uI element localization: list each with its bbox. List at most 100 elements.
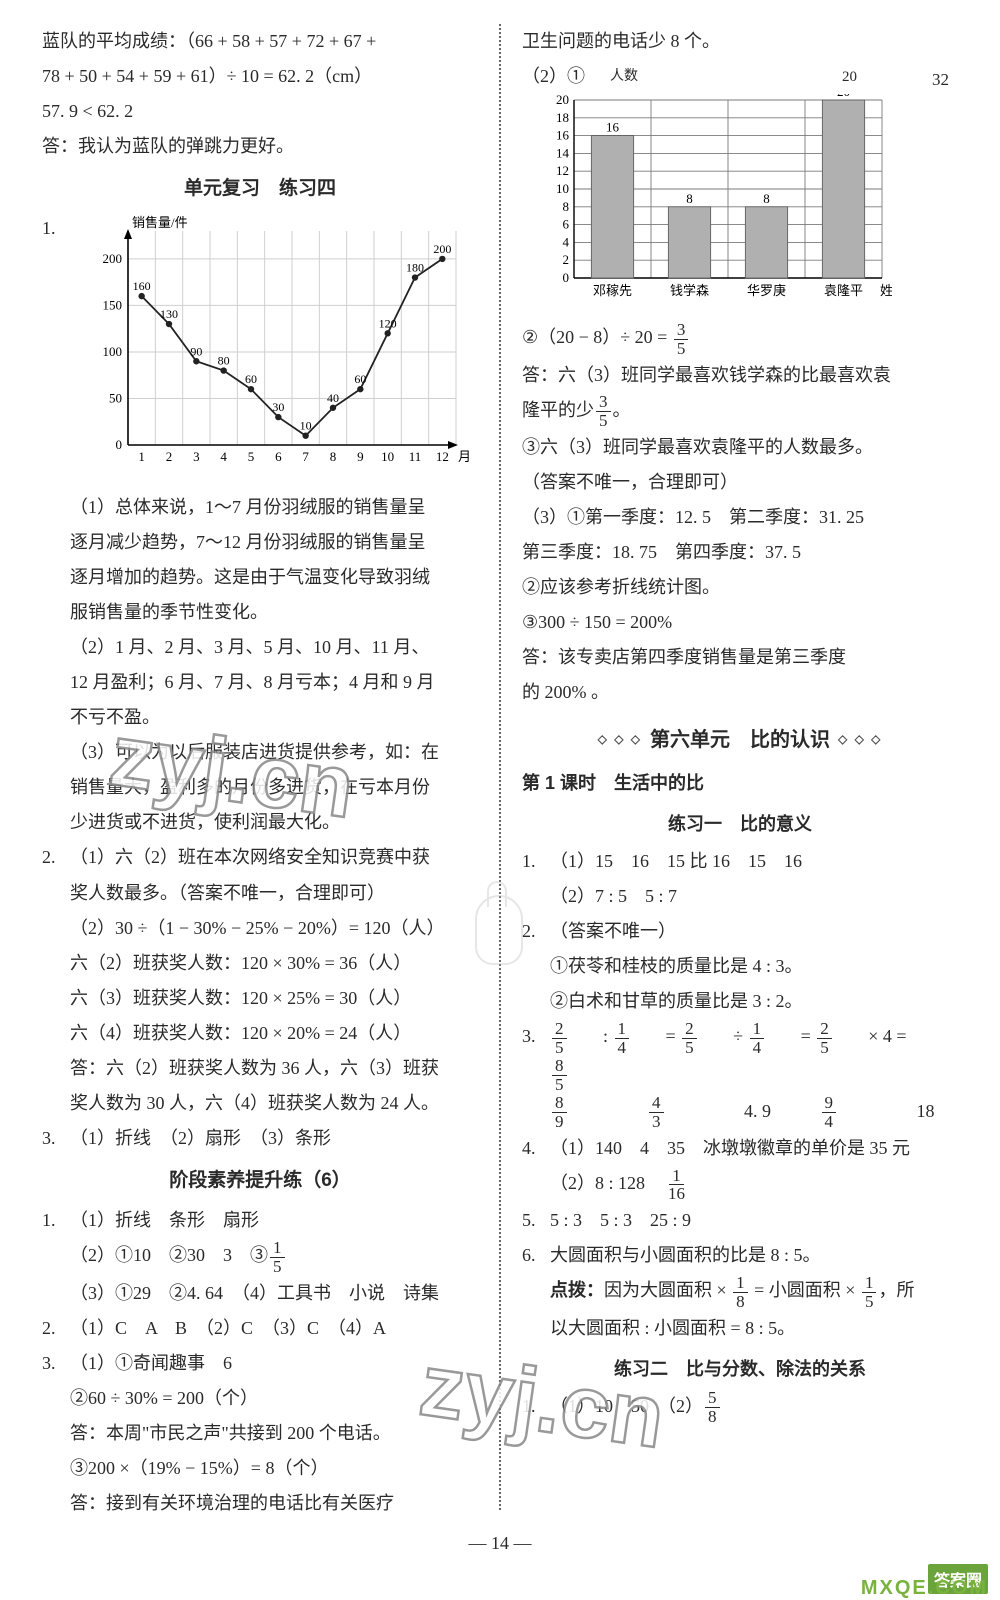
column-divider [499,24,501,1510]
svg-text:1: 1 [138,449,145,464]
text: 少进货或不进货，使利润最大化。 [70,805,478,840]
list-number: 3. [522,1019,550,1131]
text: 点拨：因为大圆面积 × 18 = 小圆面积 × 15，所 [550,1273,958,1310]
svg-text:200: 200 [433,242,451,256]
text: 卫生问题的电话少 8 个。 [522,24,958,59]
svg-text:3: 3 [193,449,200,464]
text: ②60 ÷ 30% = 200（个） [70,1381,478,1416]
text: 答：该专卖店第四季度销售量是第三季度 [522,640,958,675]
list-number: 6. [522,1238,550,1345]
svg-text:0: 0 [116,437,123,452]
svg-text:6: 6 [275,449,282,464]
text: （3）可以为以后服装店进货提供参考，如：在 [70,735,478,770]
text: （答案不唯一，合理即可） [522,465,958,500]
list-number: 4. [522,1131,550,1203]
svg-text:8: 8 [563,199,570,214]
list-number: 1. [42,211,70,840]
text: 奖人数为 30 人，六（4）班获奖人数为 24 人。 [70,1086,478,1121]
svg-text:30: 30 [272,401,284,415]
svg-text:8: 8 [686,191,693,206]
svg-text:120: 120 [379,317,397,331]
svg-text:7: 7 [302,449,309,464]
lesson-title: 第 1 课时 生活中的比 [522,766,958,801]
unit-title: ◇ ◇ ◇ 第六单元 比的认识 ◇ ◇ ◇ [522,721,958,760]
svg-text:8: 8 [763,191,770,206]
svg-text:钱学森: 钱学森 [670,283,709,298]
list-number: 1. [522,1389,550,1426]
svg-text:180: 180 [406,261,424,275]
svg-text:18: 18 [556,110,569,125]
svg-text:10: 10 [556,181,569,196]
svg-text:12: 12 [436,449,449,464]
page-number: — 14 — [0,1533,1000,1554]
text: 销售量大，盈利多的月份多进货，在亏本月份 [70,770,478,805]
text: 以大圆面积 : 小圆面积 = 8 : 5。 [550,1311,958,1346]
svg-text:40: 40 [327,391,339,405]
text: 答：我认为蓝队的弹跳力更好。 [42,129,478,164]
list-number: 1. [42,1203,70,1310]
list-number: 3. [42,1121,70,1156]
svg-text:11: 11 [409,449,422,464]
text: 六（2）班获奖人数：120 × 30% = 36（人） [70,946,478,981]
text: 蓝队的平均成绩：（66 + 58 + 57 + 72 + 67 + [42,24,478,59]
text: 78 + 50 + 54 + 59 + 61）÷ 10 = 62. 2（cm） [42,59,478,94]
text: 答：接到有关环境治理的电话比有关医疗 [70,1486,478,1521]
svg-text:8: 8 [330,449,337,464]
text: （1）①奇闻趣事 6 [70,1346,478,1381]
thumb-icon [475,895,523,965]
svg-text:4: 4 [220,449,227,464]
text: （1）六（2）班在本次网络安全知识竞赛中获 [70,840,478,875]
text: （1）C A B （2）C （3）C （4）A [70,1311,478,1346]
text: 服销售量的季节性变化。 [70,595,478,630]
svg-text:月份: 月份 [458,449,470,464]
text: 逐月减少趋势，7～12 月份羽绒服的销售量呈 [70,525,478,560]
text: （1）总体来说，1～7 月份羽绒服的销售量呈 [70,490,478,525]
svg-text:50: 50 [109,391,122,406]
text: （1）140 4 35 冰墩墩徽章的单价是 35 元 [550,1131,958,1166]
svg-text:20: 20 [837,94,850,99]
svg-text:130: 130 [160,307,178,321]
svg-text:16: 16 [556,128,570,143]
svg-text:4: 4 [563,235,570,250]
text: 5 : 3 5 : 3 25 : 9 [550,1203,958,1238]
svg-text:60: 60 [354,373,366,387]
text: （1）折线 条形 扇形 [70,1203,478,1238]
svg-text:80: 80 [218,354,230,368]
text: （1）15 16 15 比 16 15 16 [550,844,958,879]
svg-text:姓名: 姓名 [880,283,892,298]
text: ②应该参考折线统计图。 [522,570,958,605]
text: 答：六（3）班同学最喜欢钱学森的比最喜欢袁 [522,358,958,393]
text: 答：本周"市民之声"共接到 200 个电话。 [70,1416,478,1451]
svg-text:20: 20 [556,94,569,107]
practice-title: 练习二 比与分数、除法的关系 [522,1352,958,1387]
text: （2）30 ÷（1 − 30% − 25% − 20%）= 120（人） [70,911,478,946]
list-number: 1. [522,844,550,914]
svg-text:100: 100 [103,344,123,359]
text: （2）1 月、2 月、3 月、5 月、10 月、11 月、 [70,630,478,665]
text: （2）① 人数 20 32 [522,59,958,94]
text: （3）①第一季度：12. 5 第二季度：31. 25 [522,500,958,535]
text: ①茯苓和桂枝的质量比是 4 : 3。 [550,949,958,984]
text: 57. 9 < 62. 2 [42,94,478,129]
text: 大圆面积与小圆面积的比是 8 : 5。 [550,1238,958,1273]
svg-text:16: 16 [606,120,620,135]
text: 逐月增加的趋势。这是由于气温变化导致羽绒 [70,560,478,595]
text: ③六（3）班同学最喜欢袁隆平的人数最多。 [522,430,958,465]
svg-text:2: 2 [563,252,570,267]
equation: 25 : 14 = 25 ÷ 14 = 25 × 4 = 85 [550,1019,958,1093]
svg-text:200: 200 [103,251,123,266]
text: （2）8 : 128 116 [550,1166,958,1203]
list-number: 2. [522,914,550,1019]
svg-text:9: 9 [357,449,364,464]
svg-text:销售量/件: 销售量/件 [132,215,188,230]
text: 六（3）班获奖人数：120 × 25% = 30（人） [70,981,478,1016]
svg-text:6: 6 [563,217,570,232]
svg-text:2: 2 [166,449,173,464]
svg-text:邓稼先: 邓稼先 [593,283,632,298]
text: （1）折线 （2）扇形 （3）条形 [70,1121,478,1156]
list-number: 2. [42,840,70,1121]
line-chart: 050100150200123456789101112月份销售量/件160130… [80,213,470,473]
text: 的 200% 。 [522,675,958,710]
svg-text:12: 12 [556,163,569,178]
text: 奖人数最多。（答案不唯一，合理即可） [70,876,478,911]
